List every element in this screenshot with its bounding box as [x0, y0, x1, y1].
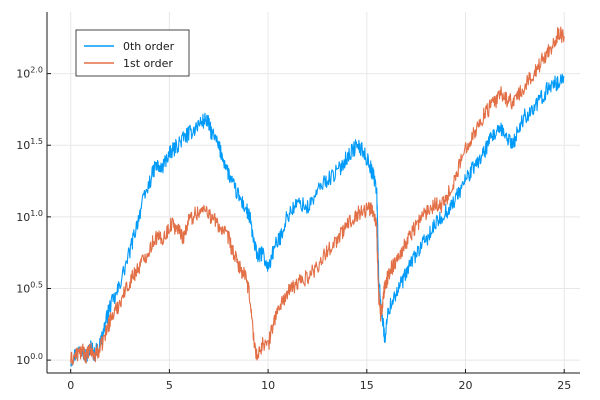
y-tick-label: 100.5 — [16, 280, 43, 295]
tick-labels: 0 5 10 15 20 25 100.0 100.5 101.0 101.5 102.0 — [16, 66, 571, 392]
y-tick-label: 102.0 — [16, 66, 43, 81]
legend-label: 1st order — [123, 57, 173, 70]
legend: 0th order 1st order — [75, 29, 190, 77]
legend-label: 0th order — [123, 40, 175, 53]
y-tick-label: 101.0 — [16, 209, 43, 224]
axes — [46, 12, 580, 374]
series-line-zeroth-order — [70, 73, 565, 367]
y-tick-label: 101.5 — [16, 137, 43, 152]
legend-box — [75, 29, 190, 77]
x-tick-label: 5 — [166, 379, 173, 392]
x-tick-label: 10 — [261, 379, 275, 392]
x-tick-label: 20 — [459, 379, 473, 392]
series-lines — [70, 26, 565, 367]
x-tick-label: 15 — [360, 379, 374, 392]
x-tick-label: 0 — [67, 379, 74, 392]
x-tick-label: 25 — [557, 379, 571, 392]
series-line-first-order — [70, 26, 565, 366]
y-tick-label: 100.0 — [16, 352, 43, 367]
